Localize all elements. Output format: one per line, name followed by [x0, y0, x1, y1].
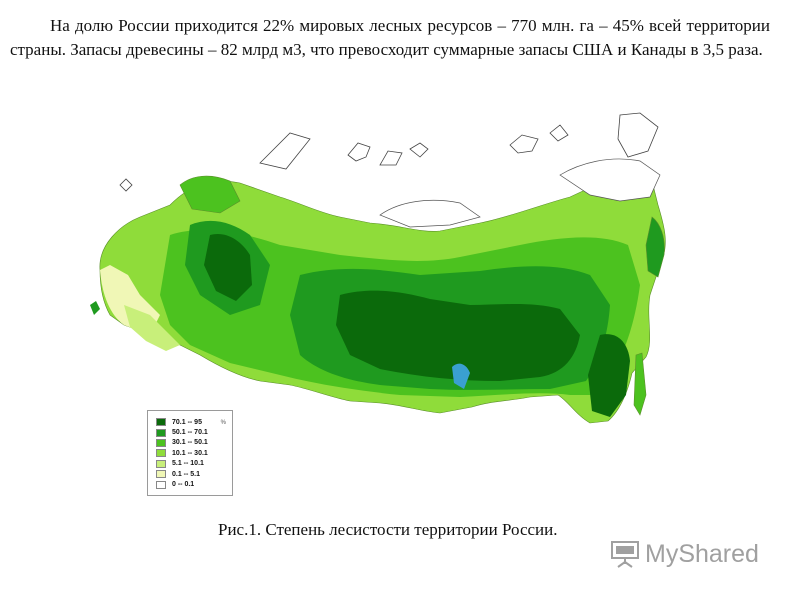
map-legend: % 70.1 -- 95 50.1 -- 70.1 30.1 -- 50.1 1… — [147, 410, 233, 496]
intro-paragraph: На долю России приходится 22% мировых ле… — [10, 16, 770, 59]
russia-forest-map — [80, 105, 680, 445]
projector-screen-icon — [611, 541, 639, 568]
legend-swatch — [156, 428, 166, 437]
region-kaliningrad — [90, 301, 100, 315]
legend-label: 70.1 -- 95 — [172, 418, 202, 426]
legend-item: 10.1 -- 30.1 — [156, 448, 232, 458]
legend-swatch — [156, 480, 166, 489]
legend-swatch — [156, 470, 166, 479]
legend-label: 5.1 -- 10.1 — [172, 460, 204, 468]
legend-unit: % — [220, 420, 226, 426]
watermark-text: MyShared — [645, 539, 759, 568]
legend-item: 0 -- 0.1 — [156, 479, 232, 489]
legend-item: 30.1 -- 50.1 — [156, 438, 232, 448]
region-darkest-west — [204, 233, 252, 301]
region-darkest-siberia — [336, 290, 580, 381]
forest-cover-choropleth — [90, 112, 666, 424]
figure-caption: Рис.1. Степень лесистости территории Рос… — [218, 520, 558, 539]
legend-item: 70.1 -- 95 — [156, 417, 232, 427]
legend-swatch — [156, 459, 166, 468]
legend-swatch — [156, 449, 166, 458]
region-taimyr — [379, 199, 481, 228]
lake-baikal — [452, 363, 470, 389]
legend-label: 30.1 -- 50.1 — [172, 439, 208, 447]
legend-item: 50.1 -- 70.1 — [156, 427, 232, 437]
legend-label: 0 -- 0.1 — [172, 481, 195, 489]
legend-swatch — [156, 418, 166, 427]
region-northwest — [179, 175, 241, 214]
region-chukotka — [559, 158, 661, 202]
region-darkest-far-east — [588, 334, 630, 417]
legend-label: 0.1 -- 5.1 — [172, 470, 201, 478]
legend-swatch — [156, 438, 166, 447]
legend-label: 50.1 -- 70.1 — [172, 429, 208, 437]
region-sakhalin — [633, 352, 647, 416]
watermark[interactable]: MyShared — [610, 537, 759, 571]
region-kamchatka — [645, 216, 665, 278]
legend-item: 5.1 -- 10.1 — [156, 459, 232, 469]
region-south-west — [124, 305, 180, 351]
arctic-islands — [119, 112, 659, 192]
legend-label: 10.1 -- 30.1 — [172, 449, 208, 457]
legend-item: 0.1 -- 5.1 — [156, 469, 232, 479]
